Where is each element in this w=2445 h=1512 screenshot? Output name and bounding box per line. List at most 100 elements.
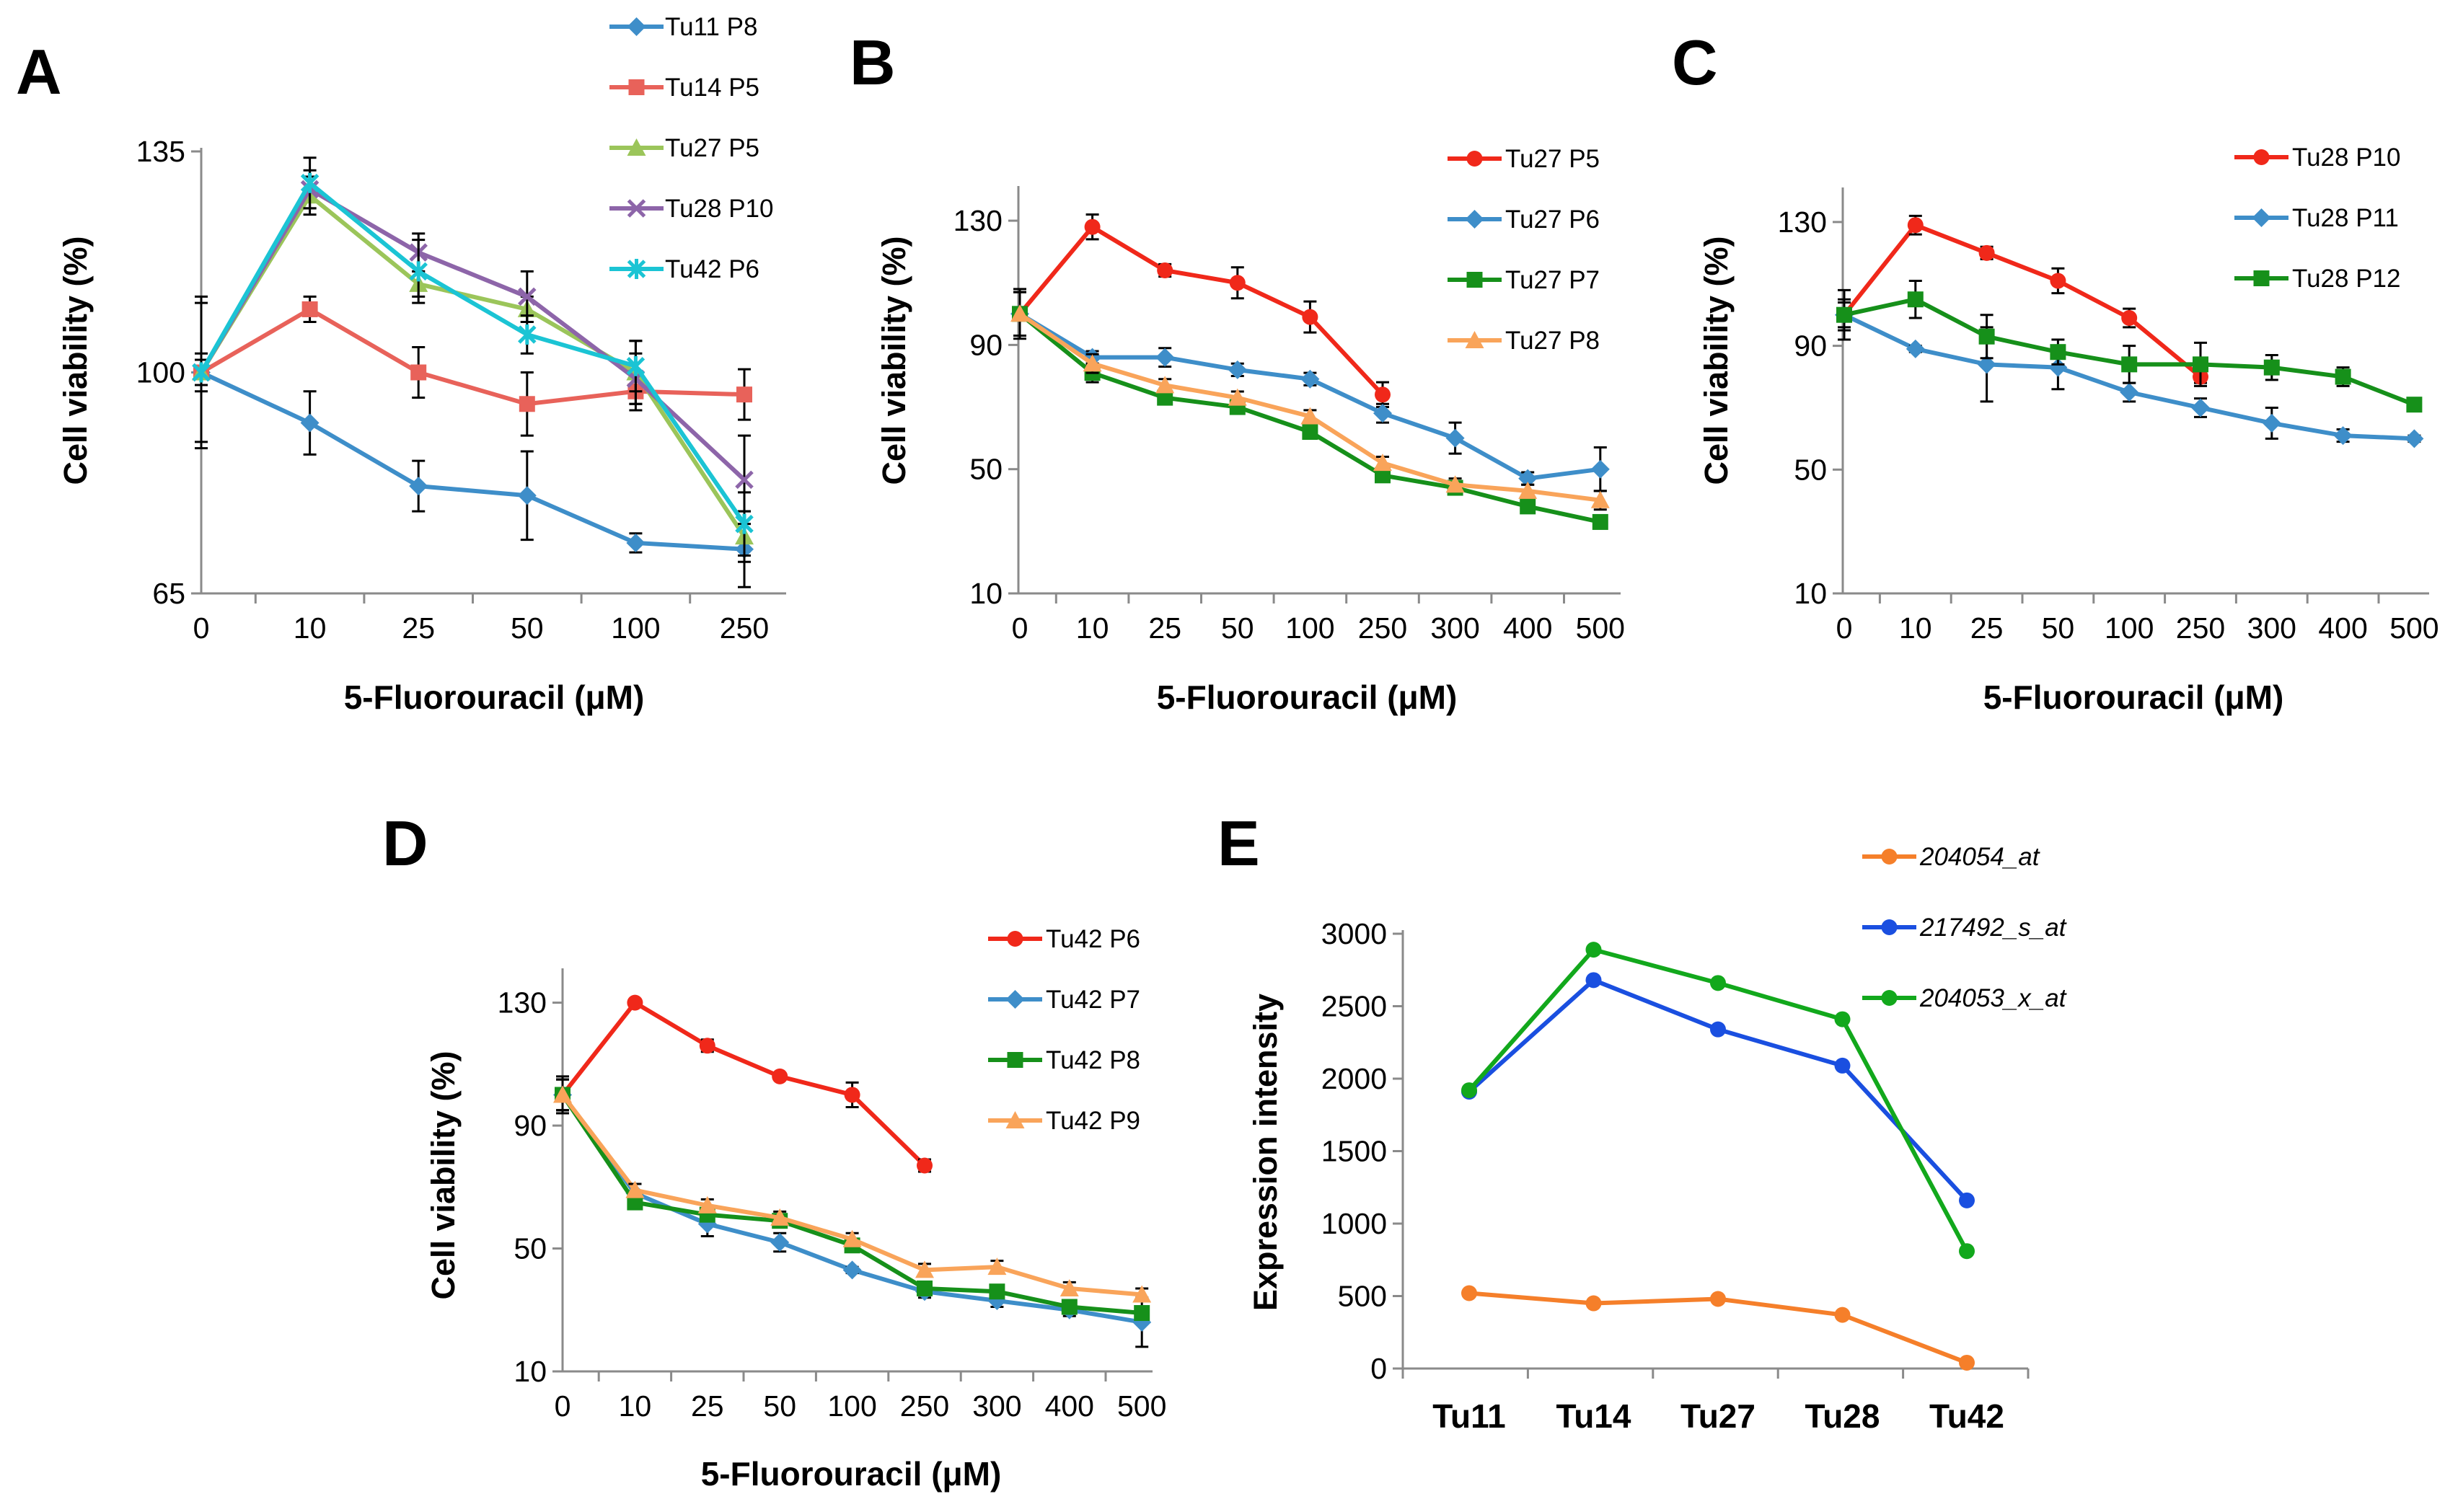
y-tick-label: 130: [953, 204, 1003, 237]
data-point: [2333, 426, 2353, 446]
panel-letter-c: C: [1672, 27, 1718, 98]
data-point: [1445, 475, 1465, 493]
data-point: [518, 287, 537, 306]
legend-marker: [1005, 1111, 1025, 1128]
y-tick-label: 135: [136, 135, 185, 168]
data-point: [1592, 513, 1608, 530]
data-point: [409, 261, 428, 282]
x-tick-label: 50: [511, 611, 544, 645]
data-point: [2121, 309, 2138, 326]
data-point: [2050, 273, 2066, 289]
x-tick-label: 100: [611, 611, 660, 645]
x-tick-label: 400: [2318, 611, 2367, 645]
y-tick-label: 90: [514, 1109, 547, 1142]
data-point: [2263, 359, 2280, 376]
y-tick-label: 0: [1370, 1352, 1387, 1385]
x-tick-label: Tu42: [1929, 1397, 2004, 1435]
data-point: [1375, 386, 1391, 403]
x-tick-label: 250: [900, 1389, 949, 1423]
data-point: [1084, 218, 1101, 235]
data-point: [1157, 262, 1173, 278]
data-point: [2050, 344, 2066, 361]
data-point: [2193, 356, 2208, 373]
y-tick-label: 2000: [1321, 1062, 1387, 1095]
data-point: [1585, 972, 1602, 989]
data-point: [1977, 355, 1996, 374]
y-tick-label: 2500: [1321, 990, 1387, 1023]
legend-label: Tu28 P11: [2292, 204, 2399, 232]
x-tick-label: 500: [1117, 1389, 1166, 1423]
x-tick-label: 300: [1430, 611, 1479, 645]
panel-c: C 10 50 90 130 0 10 25 50 100 250 300 400 500 5-Fluoro…: [1672, 27, 2439, 716]
y-tick-label: 10: [1794, 577, 1827, 610]
data-point: [844, 1087, 860, 1103]
legend-marker: [1881, 919, 1898, 935]
data-point: [1590, 490, 1610, 508]
y-tick-label: 50: [1794, 453, 1827, 486]
x-tick-label: 25: [691, 1389, 724, 1423]
data-point: [2405, 429, 2424, 448]
series-204053-x-at: 204053_x_at: [1461, 942, 2067, 1260]
data-point: [1155, 348, 1175, 367]
data-point: [517, 486, 537, 505]
legend-marker: [1007, 1052, 1023, 1068]
data-point: [2262, 413, 2281, 433]
y-tick-label: 50: [514, 1232, 547, 1265]
legend-label: Tu27 P7: [1505, 266, 1600, 294]
data-point: [1083, 354, 1102, 372]
x-tick-label: 25: [402, 611, 435, 645]
x-tick-label: Tu11: [1432, 1397, 1505, 1435]
data-point: [1061, 1299, 1078, 1315]
legend-label: Tu27 P8: [1505, 327, 1600, 355]
y-tick-label: 50: [969, 453, 1003, 486]
data-point: [2120, 383, 2139, 402]
x-tick-label: 10: [294, 611, 327, 645]
data-point: [192, 362, 211, 383]
data-point: [1585, 942, 1602, 958]
legend-marker: [628, 79, 645, 95]
series-line: [1467, 978, 1969, 1202]
panel-letter-a: A: [16, 36, 62, 107]
y-tick-label: 130: [1778, 205, 1827, 239]
series-tu42-p6: Tu42 P6: [555, 925, 1140, 1174]
data-point: [1300, 369, 1320, 389]
y-axis-label: Cell viability (%): [1698, 236, 1735, 485]
x-tick-label: 50: [2042, 611, 2075, 645]
data-point: [1373, 404, 1392, 423]
x-tick-label: Tu14: [1556, 1397, 1631, 1435]
data-point: [770, 1208, 790, 1226]
legend-marker: [1881, 849, 1898, 865]
data-point: [735, 470, 754, 490]
data-point: [915, 1260, 934, 1278]
x-tick-label: 25: [1970, 611, 2004, 645]
x-tick-label: 50: [1221, 611, 1254, 645]
data-point: [697, 1195, 717, 1213]
legend-label: 217492_s_at: [1919, 914, 2067, 942]
data-point: [1710, 1291, 1726, 1307]
data-point: [627, 994, 643, 1011]
data-point: [1834, 1307, 1851, 1323]
series-tu28-p12: Tu28 P12: [1836, 265, 2423, 413]
legend-label: Tu28 P10: [2292, 143, 2400, 172]
legend-label: Tu27 P5: [665, 134, 759, 162]
data-point: [1229, 275, 1246, 291]
data-point: [1978, 244, 1995, 261]
x-tick-label: 500: [2389, 611, 2439, 645]
legend-marker: [1881, 990, 1898, 1006]
data-point: [1959, 1243, 1975, 1260]
legend-marker: [627, 138, 646, 156]
y-tick-label: 100: [136, 356, 185, 389]
x-tick-label: 250: [720, 611, 769, 645]
data-point: [2335, 368, 2351, 385]
y-tick-label: 1500: [1321, 1135, 1387, 1168]
series-line: [200, 306, 745, 407]
data-point: [1907, 217, 1924, 234]
legend-marker: [1466, 151, 1483, 167]
legend-marker: [1005, 990, 1025, 1009]
data-point: [1060, 1278, 1079, 1296]
data-point: [519, 396, 535, 412]
data-point: [1518, 469, 1538, 488]
y-axis-label: Cell viability (%): [57, 236, 94, 485]
y-tick-label: 65: [152, 577, 185, 610]
x-tick-label: 400: [1045, 1389, 1094, 1423]
